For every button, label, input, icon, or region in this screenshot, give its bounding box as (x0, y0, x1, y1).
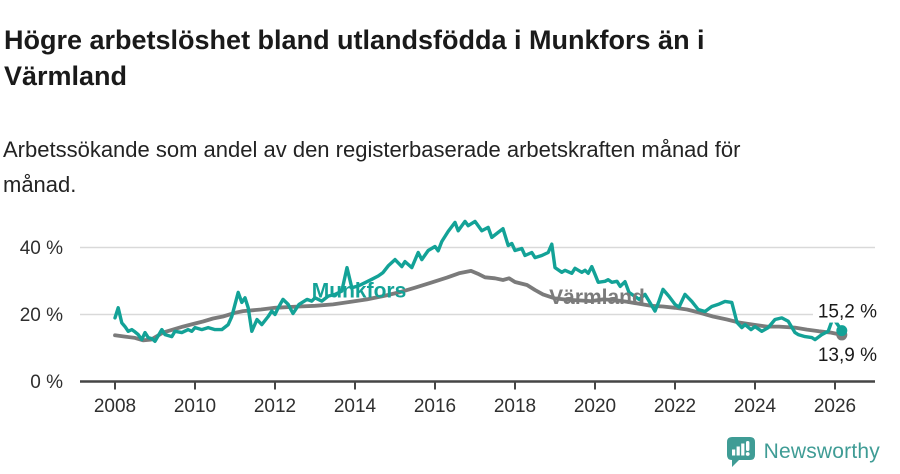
series-label-värmland: Värmland (549, 286, 645, 309)
newsworthy-logo[interactable]: Newsworthy (726, 436, 880, 468)
x-axis-label-2014: 2014 (334, 396, 377, 417)
page-title: Högre arbetslöshet bland utlandsfödda i … (4, 22, 784, 94)
end-label-backing (813, 344, 877, 366)
y-axis-label-40: 40 % (20, 238, 63, 259)
end-value-label-värmland: 13,9 % (818, 345, 877, 366)
end-value-label-munkfors: 15,2 % (818, 302, 877, 323)
x-axis-label-2012: 2012 (254, 396, 296, 417)
series-line-värmland (113, 268, 844, 343)
x-axis-label-2018: 2018 (494, 396, 536, 417)
x-axis-label-2024: 2024 (734, 396, 777, 417)
x-axis-label-2020: 2020 (574, 396, 616, 417)
x-axis-label-2008: 2008 (94, 396, 136, 417)
series-line-munkfors (113, 219, 844, 343)
subtitle-line-1: Arbetssökande som andel av den registerb… (3, 137, 741, 162)
newsworthy-bubble-icon (726, 437, 755, 467)
x-axis-label-2022: 2022 (654, 396, 696, 417)
y-axis-label-0: 0 % (30, 372, 63, 393)
subtitle-line-2: månad. (3, 172, 77, 197)
series-label-munkfors: Munkfors (312, 280, 407, 303)
end-dot-munkfors (836, 325, 848, 337)
title-line-1: Högre arbetslöshet bland utlandsfödda i … (4, 25, 705, 56)
x-axis-label-2026: 2026 (814, 396, 856, 417)
brand-name: Newsworthy (763, 440, 880, 463)
y-axis-label-20: 20 % (20, 305, 63, 326)
x-axis-label-2010: 2010 (174, 396, 216, 417)
x-axis-label-2016: 2016 (414, 396, 456, 417)
end-label-backing (813, 301, 877, 323)
title-line-2: Värmland (4, 61, 128, 92)
chart-subtitle: Arbetssökande som andel av den registerb… (3, 132, 873, 202)
